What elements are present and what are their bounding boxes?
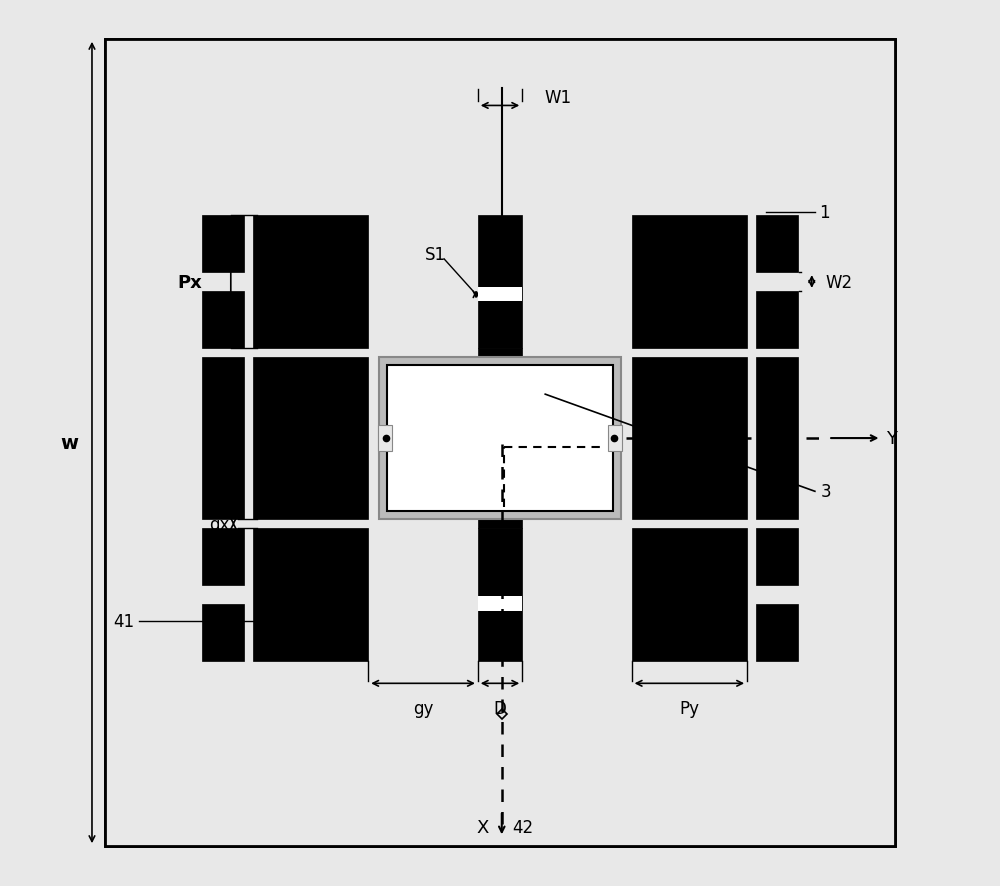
Bar <box>478 348 522 357</box>
Bar <box>387 366 613 512</box>
Text: W1: W1 <box>544 89 571 106</box>
Bar <box>756 357 798 519</box>
Text: 41: 41 <box>113 612 135 631</box>
Text: D: D <box>494 700 506 718</box>
Bar <box>478 288 522 302</box>
Bar <box>478 519 522 528</box>
Bar <box>608 426 622 451</box>
Text: w: w <box>61 433 79 453</box>
Bar <box>105 40 895 846</box>
Text: W2: W2 <box>825 273 852 291</box>
Text: 1: 1 <box>819 204 830 222</box>
Text: S1: S1 <box>425 246 446 264</box>
Text: 3: 3 <box>821 483 832 501</box>
Text: 42: 42 <box>512 818 534 835</box>
Bar <box>632 528 747 662</box>
Bar <box>105 40 895 846</box>
Bar <box>202 216 244 273</box>
Text: Px: Px <box>178 273 202 291</box>
Bar <box>379 357 621 519</box>
Bar <box>253 357 368 519</box>
Bar <box>202 357 244 519</box>
Text: X: X <box>476 818 488 835</box>
Bar <box>632 357 747 519</box>
Bar <box>478 597 522 611</box>
Bar <box>202 291 244 348</box>
Bar <box>202 528 244 586</box>
Bar <box>202 604 244 662</box>
Bar <box>756 216 798 273</box>
Text: Y: Y <box>886 430 897 447</box>
Bar <box>756 528 798 586</box>
Bar <box>253 216 368 348</box>
Text: Py: Py <box>679 700 699 718</box>
Bar <box>378 426 392 451</box>
Bar <box>756 604 798 662</box>
Text: gy: gy <box>413 700 433 718</box>
Text: gx: gx <box>209 515 229 533</box>
Bar <box>478 216 522 348</box>
Bar <box>756 291 798 348</box>
Bar <box>253 528 368 662</box>
Bar <box>632 216 747 348</box>
Bar <box>478 528 522 662</box>
